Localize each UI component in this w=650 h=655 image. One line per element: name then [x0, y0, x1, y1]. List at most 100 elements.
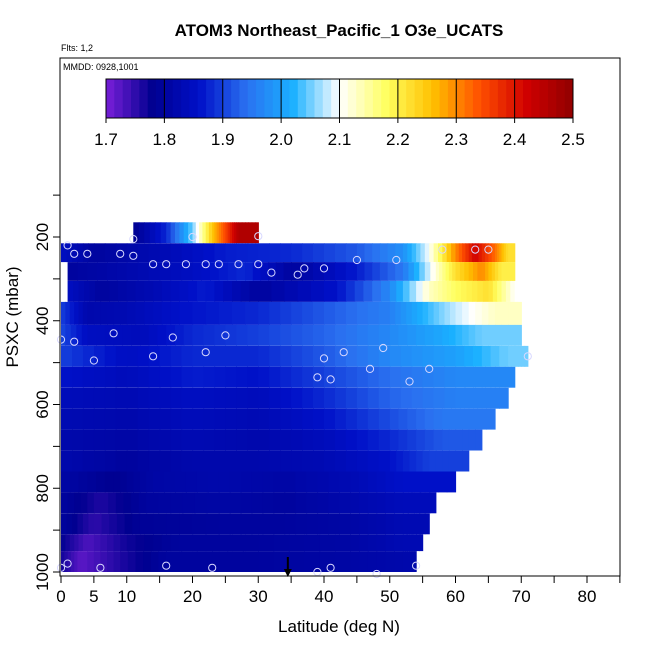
heat-cell — [238, 222, 243, 244]
heat-cell — [192, 408, 205, 430]
colorbar-band — [539, 79, 549, 118]
heat-cell — [367, 513, 378, 535]
heat-cell — [258, 345, 270, 367]
heat-cell — [306, 492, 319, 514]
heat-cell — [160, 222, 167, 244]
heat-cell — [295, 513, 308, 535]
heat-cell — [181, 450, 194, 472]
heat-cell — [409, 450, 417, 472]
heat-cell — [485, 366, 496, 388]
heat-cell — [356, 243, 366, 263]
heat-cell — [400, 366, 413, 388]
heat-cell — [394, 534, 404, 552]
heat-cell — [107, 534, 115, 552]
heat-cell — [302, 301, 314, 325]
heat-cell — [379, 243, 389, 263]
heat-cell — [462, 429, 470, 451]
heat-cell — [313, 324, 325, 346]
heat-cell — [179, 534, 194, 552]
heat-cell — [218, 301, 233, 325]
heat-cell — [205, 513, 220, 535]
colorbar-band — [289, 79, 299, 118]
heat-cell — [146, 492, 160, 514]
heat-cell — [175, 222, 180, 244]
heat-cell — [258, 324, 270, 346]
heat-cell — [475, 324, 483, 346]
heat-cell — [159, 450, 172, 472]
heat-cell — [115, 366, 128, 388]
heat-cell — [488, 262, 493, 281]
heat-cell — [350, 471, 360, 493]
heat-cell — [214, 366, 226, 388]
heat-cell — [280, 301, 292, 325]
y-axis-label: PSXC (mbar) — [3, 266, 22, 367]
heat-cell — [477, 262, 483, 281]
heat-cell — [446, 471, 457, 493]
heat-cell — [115, 387, 128, 409]
heat-cell — [137, 429, 150, 451]
heat-cell — [93, 243, 106, 263]
heat-cell — [406, 534, 411, 552]
observation-point — [254, 260, 263, 269]
heat-cell — [433, 408, 443, 430]
colorbar-band — [447, 79, 457, 118]
heat-cell — [170, 262, 183, 281]
heat-cell — [407, 551, 411, 572]
colorbar-band — [364, 79, 374, 118]
heat-cell — [446, 243, 452, 263]
heat-cell — [408, 492, 415, 514]
heat-cell — [395, 243, 404, 263]
heat-cell — [433, 243, 439, 263]
heat-cell — [61, 345, 73, 367]
x-tick-label: 40 — [315, 587, 334, 606]
heat-cell — [424, 492, 431, 514]
heat-cell — [81, 324, 88, 346]
heat-cell — [82, 450, 95, 472]
heat-cell — [192, 243, 205, 263]
heat-cell — [376, 513, 386, 535]
heat-cell — [313, 262, 325, 281]
heat-cell — [80, 492, 88, 514]
heat-cell — [120, 534, 128, 552]
heat-cell — [356, 366, 369, 388]
heat-cell — [225, 387, 237, 409]
heat-cell — [166, 324, 176, 346]
heat-cell — [324, 387, 336, 409]
heat-cell — [245, 534, 259, 552]
heat-cell — [87, 262, 98, 281]
heat-cell — [214, 222, 218, 244]
heat-cell — [455, 366, 466, 388]
colorbar-band — [214, 79, 224, 118]
heat-cell — [262, 513, 275, 535]
heat-cell — [498, 262, 503, 281]
heat-cell — [229, 471, 242, 493]
colorbar-band — [406, 79, 415, 118]
heat-cell — [67, 281, 74, 302]
heat-cell — [356, 301, 369, 325]
heat-cell — [455, 387, 465, 409]
heat-cell — [442, 262, 447, 281]
heat-cell — [120, 301, 128, 325]
heat-cell — [288, 551, 305, 572]
heat-cell — [389, 345, 402, 367]
heat-cell — [455, 324, 463, 346]
observation-point — [379, 343, 388, 353]
heat-cell — [350, 534, 360, 552]
heat-cell — [67, 492, 75, 514]
heat-cell — [203, 429, 216, 451]
heat-cell — [175, 324, 185, 346]
heat-cell — [218, 262, 229, 281]
heat-cell — [188, 222, 194, 244]
heat-cell — [462, 301, 470, 325]
y-tick-label: 400 — [33, 307, 52, 335]
heat-cell — [70, 324, 77, 346]
heat-cell — [335, 387, 347, 409]
heat-cell — [394, 551, 404, 572]
heat-cell — [87, 492, 95, 514]
observation-point — [181, 260, 190, 269]
heat-cell — [153, 281, 163, 302]
heat-cell — [385, 471, 395, 493]
observation-point — [214, 260, 223, 269]
heat-cell — [72, 243, 79, 263]
heat-cell — [514, 281, 517, 302]
